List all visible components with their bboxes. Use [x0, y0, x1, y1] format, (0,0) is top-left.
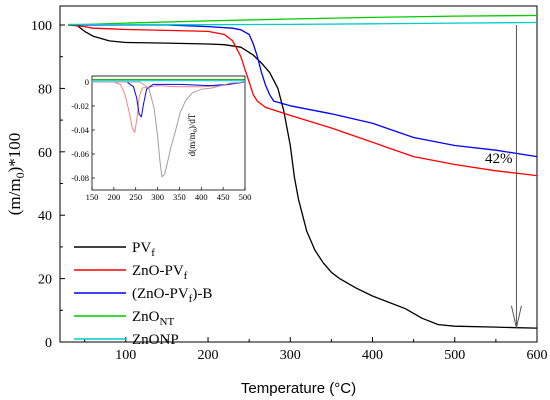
inset-y-tick-label: 0	[85, 77, 89, 87]
y-tick-label: 0	[45, 336, 52, 351]
y-tick-label: 80	[38, 82, 52, 97]
y-tick-label: 60	[38, 146, 52, 161]
annotation-label: 42%	[485, 151, 513, 167]
legend: PVf ZnO-PVf (ZnO-PVf)-B ZnONT ZnONP	[74, 240, 212, 348]
series-line-znopvf	[68, 24, 538, 177]
x-tick-label: 200	[198, 348, 219, 363]
inset-x-tick-label: 350	[173, 192, 186, 202]
annotation-arrow-head	[510, 305, 522, 328]
inset-x-tick-label: 500	[239, 192, 252, 202]
inset-plot: 150 200 250 300 350 400 450 500 0 -0.02 -0.04 -0.06…	[71, 75, 252, 202]
inset-y-tick-label: -0.02	[71, 101, 89, 111]
x-tick-label: 100	[115, 348, 136, 363]
series-line-znopvfb	[68, 24, 538, 158]
x-tick-label: 500	[444, 348, 465, 363]
inset-x-tick-label: 250	[129, 192, 142, 202]
inset-series-line-pvf	[92, 81, 246, 178]
inset-y-tick-label: -0.04	[71, 125, 89, 135]
x-tick-label: 400	[362, 348, 383, 363]
y-tick-label: 100	[31, 19, 52, 34]
y-tick-label: 40	[38, 209, 52, 224]
main-plot: 100 200 300 400 500 600 0 20 40 60 80 100 Temperatur…	[5, 5, 548, 397]
legend-label: ZnONP	[132, 332, 179, 348]
legend-label: ZnONT	[132, 309, 174, 328]
plot-frame	[59, 5, 538, 343]
series-line-znont	[68, 14, 538, 26]
inset-y-tick-label: -0.06	[71, 149, 89, 159]
inset-x-tick-label: 300	[151, 192, 164, 202]
x-tick-label: 600	[527, 348, 548, 363]
inset-x-tick-label: 200	[107, 192, 120, 202]
x-axis-label: Temperature (°C)	[241, 380, 356, 397]
inset-frame	[91, 75, 246, 191]
y-axis-label: (m/m0)*100	[5, 133, 27, 216]
series-line-znonp	[68, 21, 538, 26]
inset-y-tick-label: -0.08	[71, 173, 89, 183]
legend-label: PVf	[132, 240, 155, 259]
inset-x-tick-label: 400	[195, 192, 208, 202]
legend-label: (ZnO-PVf)-B	[132, 286, 212, 305]
y-tick-label: 20	[38, 273, 52, 288]
inset-x-tick-label: 450	[217, 192, 230, 202]
legend-label: ZnO-PVf	[132, 263, 188, 282]
inset-x-tick-label: 150	[86, 192, 99, 202]
series-line-pvf	[68, 24, 538, 329]
inset-y-axis-label: d(m/m0)/dT	[187, 113, 199, 156]
x-tick-label: 300	[280, 348, 301, 363]
